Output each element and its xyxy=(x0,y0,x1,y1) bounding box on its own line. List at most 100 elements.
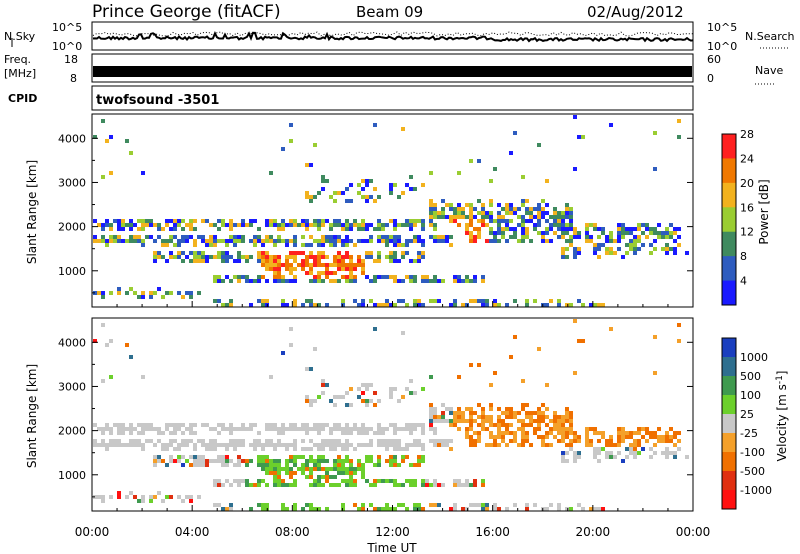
power-cell xyxy=(637,223,641,227)
x-tick-label: 04:00 xyxy=(175,525,210,539)
power-cell xyxy=(505,219,509,223)
velocity-cell xyxy=(365,427,369,431)
velocity-cell xyxy=(553,435,557,439)
velocity-cell xyxy=(541,403,545,407)
power-cell xyxy=(241,223,245,227)
velocity-cell xyxy=(541,419,545,423)
power-cell xyxy=(201,239,205,243)
velocity-cell xyxy=(361,507,365,511)
power-cell xyxy=(413,219,417,223)
power-cell xyxy=(433,227,437,231)
velocity-cell xyxy=(525,503,529,507)
velocity-cell xyxy=(333,459,337,463)
velocity-cell xyxy=(245,427,249,431)
velocity-cell xyxy=(577,503,581,507)
power-cell xyxy=(173,255,177,259)
power-cell xyxy=(489,227,493,231)
power-cell xyxy=(177,251,181,255)
velocity-cell xyxy=(309,403,313,407)
velocity-cell xyxy=(521,407,525,411)
velocity-cell xyxy=(509,407,513,411)
velocity-cell xyxy=(597,459,601,463)
velocity-cell xyxy=(337,423,341,427)
power-cell xyxy=(341,259,345,263)
velocity-cell xyxy=(265,467,269,471)
velocity-cell xyxy=(469,415,473,419)
velocity-cell xyxy=(669,435,673,439)
power-cell xyxy=(377,239,381,243)
velocity-cell xyxy=(377,439,381,443)
power-cell xyxy=(269,259,273,263)
velocity-cell xyxy=(497,423,501,427)
power-cell xyxy=(257,279,261,283)
velocity-cell xyxy=(521,419,525,423)
power-cell xyxy=(229,299,233,303)
power-cell xyxy=(357,263,361,267)
velocity-cell xyxy=(233,463,237,467)
power-cell xyxy=(273,223,277,227)
power-cell xyxy=(169,239,173,243)
power-cell xyxy=(493,167,497,171)
power-cell xyxy=(381,239,385,243)
power-cell xyxy=(321,179,325,183)
velocity-cell xyxy=(309,483,313,487)
power-cell xyxy=(505,227,509,231)
power-cell xyxy=(521,219,525,223)
velocity-cell xyxy=(329,439,333,443)
power-cell xyxy=(549,299,553,303)
power-cell xyxy=(545,211,549,215)
velocity-cell xyxy=(561,423,565,427)
power-cell xyxy=(341,239,345,243)
velocity-cell xyxy=(413,503,417,507)
velocity-cell xyxy=(209,447,213,451)
power-cell xyxy=(277,259,281,263)
velocity-cell xyxy=(525,439,529,443)
velocity-cell xyxy=(553,419,557,423)
velocity-cell xyxy=(309,503,313,507)
velocity-cell xyxy=(461,419,465,423)
power-cell xyxy=(389,255,393,259)
power-cell xyxy=(225,251,229,255)
power-cell xyxy=(525,219,529,223)
velocity-cell xyxy=(493,443,497,447)
power-cell xyxy=(229,227,233,231)
velocity-cell xyxy=(365,479,369,483)
power-cell xyxy=(533,215,537,219)
velocity-cell xyxy=(341,459,345,463)
power-cell xyxy=(193,219,197,223)
power-cell xyxy=(549,223,553,227)
power-cell xyxy=(137,295,141,299)
power-cell xyxy=(169,291,173,295)
velocity-cell xyxy=(373,327,377,331)
velocity-cell xyxy=(345,431,349,435)
velocity-cell xyxy=(417,459,421,463)
velocity-cell xyxy=(321,467,325,471)
velocity-cell xyxy=(317,395,321,399)
power-cell xyxy=(221,259,225,263)
power-cell xyxy=(277,223,281,227)
velocity-cell xyxy=(397,463,401,467)
velocity-cell xyxy=(257,443,261,447)
power-cell xyxy=(325,255,329,259)
power-cell xyxy=(393,223,397,227)
velocity-cell xyxy=(293,471,297,475)
velocity-cell xyxy=(617,427,621,431)
power-cell xyxy=(113,239,117,243)
velocity-cell xyxy=(349,475,353,479)
power-cell xyxy=(361,263,365,267)
cpid-value: twofsound -3501 xyxy=(96,93,219,108)
power-cell xyxy=(137,239,141,243)
velocity-cell xyxy=(365,383,369,387)
velocity-cell xyxy=(109,439,113,443)
power-cell xyxy=(525,199,529,203)
power-cell xyxy=(317,251,321,255)
power-cell xyxy=(221,219,225,223)
velocity-cell xyxy=(281,443,285,447)
power-cell xyxy=(105,239,109,243)
power-cell xyxy=(221,279,225,283)
velocity-cell xyxy=(377,459,381,463)
power-cell xyxy=(233,243,237,247)
velocity-cell xyxy=(345,483,349,487)
velocity-y-label: Slant Range [km] xyxy=(25,364,39,468)
